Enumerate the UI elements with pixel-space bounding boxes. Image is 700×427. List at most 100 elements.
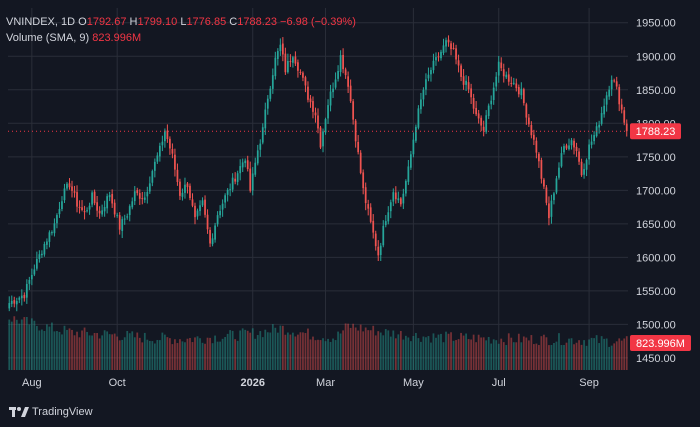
candle-body <box>161 141 164 146</box>
candle-body <box>81 207 83 210</box>
volume-bar <box>141 342 144 370</box>
symbol-label[interactable]: VNINDEX, 1D <box>6 16 76 28</box>
volume-bar <box>121 339 124 370</box>
volume-bar <box>38 330 41 370</box>
volume-bar <box>392 330 395 370</box>
volume-bar <box>23 317 26 370</box>
volume-bar <box>244 329 247 370</box>
volume-label[interactable]: Volume (SMA, 9) <box>6 32 90 44</box>
volume-bar <box>359 324 362 370</box>
volume-bar <box>269 332 272 370</box>
volume-bar <box>357 330 360 370</box>
candle-body <box>324 119 327 133</box>
volume-bar <box>475 342 478 370</box>
candle-body <box>319 127 322 148</box>
candle-body <box>108 195 111 198</box>
candle-body <box>354 120 357 142</box>
candle-body <box>201 200 204 206</box>
volume-bar <box>53 331 56 370</box>
candle-body <box>432 60 435 71</box>
high-value: 1799.10 <box>137 16 178 28</box>
volume-bar <box>304 333 307 370</box>
volume-bar <box>13 316 16 370</box>
volume-bar <box>332 338 334 370</box>
candle-body <box>96 202 98 211</box>
candle-body <box>151 171 154 183</box>
volume-bar <box>585 345 588 370</box>
volume-bar <box>88 335 91 370</box>
candle-body <box>540 160 543 179</box>
volume-bar <box>327 338 329 370</box>
candle-body <box>297 62 299 71</box>
candle-body <box>452 47 455 49</box>
candle-body <box>394 192 397 200</box>
candle-body <box>179 181 181 196</box>
candle-body <box>578 151 580 162</box>
candle-body <box>457 60 460 66</box>
candle-body <box>618 87 621 105</box>
candle-body <box>23 294 26 299</box>
volume-bar <box>409 341 412 370</box>
candle-body <box>625 123 628 132</box>
candle-body <box>435 57 437 61</box>
volume-bar <box>46 324 48 370</box>
candle-body <box>420 99 422 110</box>
volume-bar <box>420 341 422 370</box>
volume-bar <box>83 327 86 370</box>
candle-body <box>199 205 201 212</box>
candle-body <box>53 223 56 234</box>
candle-body <box>447 39 450 43</box>
candle-body <box>560 153 563 167</box>
candle-body <box>545 187 548 203</box>
volume-bar <box>41 329 43 370</box>
candle-body <box>10 300 13 304</box>
volume-bar <box>184 342 186 370</box>
candle-body <box>535 140 538 153</box>
volume-bar <box>266 332 269 370</box>
candle-body <box>58 209 61 215</box>
candle-body <box>204 199 206 215</box>
volume-bar <box>43 330 46 370</box>
volume-bar <box>600 336 603 370</box>
y-tick-label: 1900.00 <box>636 51 676 63</box>
volume-bar <box>412 336 415 370</box>
x-tick-label: 2026 <box>240 377 264 389</box>
brand-footer[interactable]: TradingView <box>9 405 93 419</box>
volume-bar <box>136 332 139 370</box>
volume-bar <box>452 340 455 370</box>
candle-body <box>128 206 131 216</box>
volume-bar <box>261 337 264 370</box>
volume-bar <box>618 338 621 370</box>
candle-body <box>527 117 530 125</box>
volume-bar <box>194 337 196 370</box>
volume-bar <box>116 336 119 370</box>
volume-bar <box>236 340 239 370</box>
candle-body <box>196 210 199 217</box>
volume-bar <box>169 338 171 370</box>
volume-bar <box>221 338 224 370</box>
volume-bar <box>71 329 73 370</box>
volume-bar <box>317 339 319 370</box>
volume-bar <box>480 337 483 370</box>
volume-bar <box>512 342 515 370</box>
volume-bar <box>319 340 322 370</box>
candle-body <box>166 130 169 139</box>
volume-bar <box>623 338 626 370</box>
candle-body <box>415 126 417 141</box>
volume-bar <box>143 332 146 370</box>
candle-body <box>497 61 500 76</box>
volume-bar <box>126 330 129 370</box>
candle-body <box>455 48 457 60</box>
candle-body <box>138 193 141 199</box>
volume-bar <box>490 343 493 370</box>
volume-bar <box>264 329 267 370</box>
candle-body <box>259 143 262 150</box>
candle-body <box>442 45 445 54</box>
volume-bar <box>525 337 528 370</box>
volume-bar <box>63 325 66 370</box>
candle-body <box>412 139 415 155</box>
volume-bar <box>460 332 462 370</box>
candle-body <box>399 198 402 205</box>
